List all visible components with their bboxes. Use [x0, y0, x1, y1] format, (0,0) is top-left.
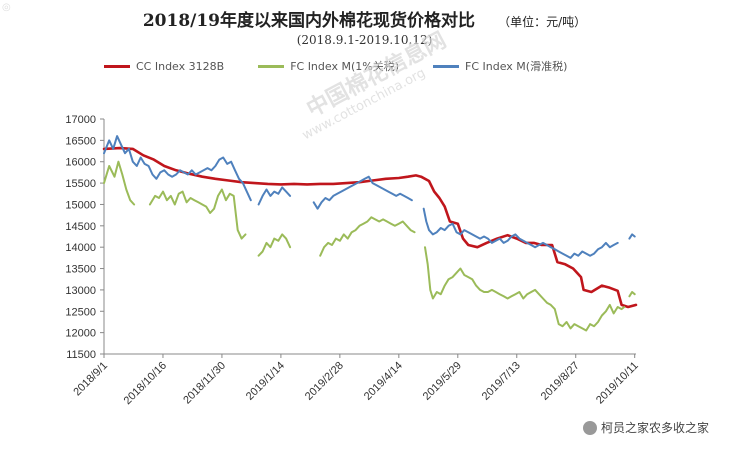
y-tick-label: 17000 — [65, 114, 96, 126]
x-tick-label: 2019/7/13 — [480, 360, 523, 403]
series-line-3-segment-1 — [103, 135, 252, 202]
series-line-2-segment-1 — [103, 160, 136, 206]
series-line-3-segment-5 — [628, 233, 636, 240]
series-line-3-segment-3 — [312, 175, 413, 210]
wechat-icon — [582, 420, 597, 435]
y-tick-label: 16000 — [65, 157, 96, 169]
x-tick-label: 2019/10/11 — [594, 360, 641, 407]
x-tick-label: 2018/10/16 — [122, 360, 169, 407]
legend-item-cc: CC Index 3128B — [104, 58, 224, 74]
footer-credit: 柯员之家农多收之家 — [582, 419, 709, 436]
legend-label-fc-sliding: FC Index M(滑准税) — [465, 60, 568, 73]
series-line-2-segment-2 — [148, 188, 247, 240]
legend-swatch-cc — [104, 64, 130, 68]
chart-subtitle: (2018.9.1-2019.10.12) — [296, 33, 433, 47]
corner-watermark-icon: ◎ — [2, 2, 11, 13]
y-tick-label: 16500 — [65, 135, 96, 147]
legend-swatch-fc-sliding — [433, 64, 459, 68]
x-tick-label: 2018/9/1 — [71, 360, 110, 399]
chart-unit: （单位：元/吨） — [498, 15, 587, 29]
legend-item-fc-1pct: FC Index M(1%关税) — [258, 58, 399, 74]
y-tick-label: 13500 — [65, 264, 96, 276]
y-tick-label: 11500 — [66, 349, 96, 361]
chart-title-row: 2018/19年度以来国内外棉花现货价格对比 （单位：元/吨） — [0, 6, 729, 31]
series-line-3-segment-2 — [257, 186, 292, 206]
x-tick-label: 2019/5/29 — [421, 360, 464, 403]
series-line-2-segment-3 — [257, 233, 292, 257]
y-tick-label: 14000 — [65, 242, 96, 254]
series-line-2-segment-5 — [424, 246, 626, 332]
x-tick-label: 2019/4/14 — [362, 360, 405, 403]
x-tick-label: 2019/1/14 — [244, 360, 287, 403]
x-tick-label: 2019/2/28 — [303, 360, 346, 403]
legend-item-fc-sliding: FC Index M(滑准税) — [433, 58, 567, 74]
legend-label-cc: CC Index 3128B — [136, 59, 225, 73]
series-line-1-segment-1 — [102, 146, 638, 309]
series-line-2-segment-4 — [319, 216, 416, 257]
y-tick-label: 12000 — [65, 328, 96, 340]
y-tick-label: 15000 — [65, 199, 96, 211]
chart-legend: CC Index 3128B FC Index M(1%关税) FC Index… — [104, 58, 567, 74]
x-tick-label: 2019/8/27 — [539, 360, 582, 403]
series-line-2-segment-6 — [628, 291, 636, 298]
y-tick-label: 12500 — [65, 306, 96, 318]
series-line-3-segment-4 — [422, 207, 619, 259]
x-tick-label: 2018/11/30 — [181, 360, 228, 407]
legend-label-fc-1pct: FC Index M(1%关税) — [290, 60, 399, 73]
legend-swatch-fc-1pct — [258, 64, 285, 68]
footer-label: 柯员之家农多收之家 — [600, 421, 709, 435]
y-tick-label: 14500 — [65, 221, 96, 233]
chart-title: 2018/19年度以来国内外棉花现货价格对比 — [142, 11, 476, 31]
y-tick-label: 13000 — [65, 285, 96, 297]
y-tick-label: 15500 — [65, 178, 96, 190]
